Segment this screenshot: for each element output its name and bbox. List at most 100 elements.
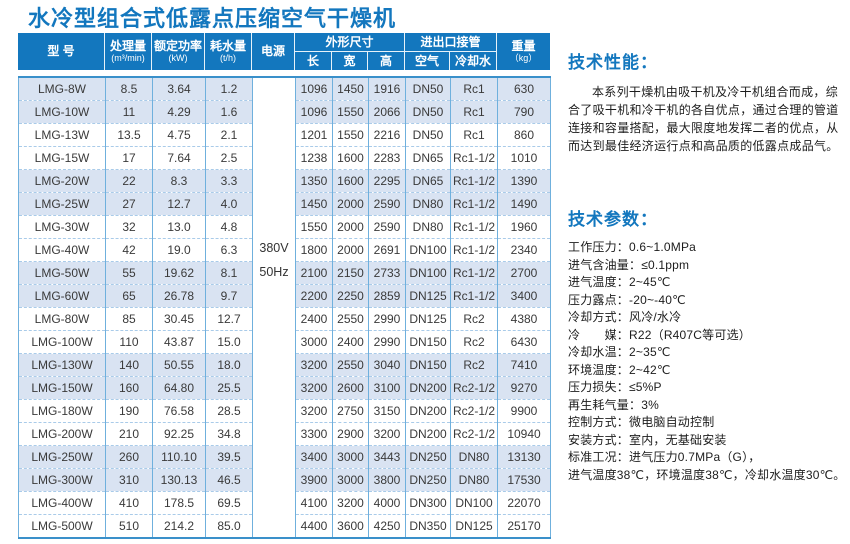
spec-table: 型 号 处理量 (m³/min) 额定功率 (kW) 耗水量 (t/h) 电源 …	[18, 33, 551, 539]
model-cell: LMG-500W	[18, 514, 106, 539]
value-cell: 3000	[295, 330, 333, 354]
header-length-label: 长	[306, 53, 319, 68]
header-dimensions-group: 外形尺寸	[295, 33, 405, 52]
model-cell: LMG-400W	[18, 491, 106, 515]
value-cell: DN125	[405, 284, 451, 308]
value-cell: 10940	[497, 422, 551, 446]
value-cell: Rc1	[450, 123, 498, 147]
value-cell: 1960	[497, 215, 551, 239]
value-cell: 17530	[497, 468, 551, 492]
value-cell: 1096	[295, 100, 333, 124]
parameter-line: 进气温度：2~45℃	[568, 275, 671, 289]
value-cell: DN250	[405, 468, 451, 492]
header-air-connection-label: 空气	[414, 53, 439, 68]
header-rated-power-unit: (kW)	[168, 52, 188, 63]
value-cell: 1550	[332, 123, 369, 147]
value-cell: Rc1-1/2	[450, 192, 498, 216]
value-cell: 7.64	[152, 146, 206, 170]
value-cell: 3000	[332, 445, 369, 469]
value-cell: 1600	[332, 146, 369, 170]
value-cell: 790	[497, 100, 551, 124]
header-power-supply-label: 电源	[260, 44, 285, 58]
value-cell: DN250	[405, 445, 451, 469]
spec-table-body: LMG-8W 8.5 3.64 1.2 380V 50Hz 1096 1450 1916 DN50…	[18, 77, 551, 539]
parameter-line: 环境温度：2~42℃	[568, 362, 671, 377]
value-cell: 46.5	[205, 468, 253, 492]
value-cell: 8.1	[205, 261, 253, 285]
table-row: LMG-300W 310 130.13 46.5 3900 3000 3800 DN250 DN…	[18, 468, 551, 492]
value-cell: 2750	[332, 399, 369, 423]
value-cell: 1490	[497, 192, 551, 216]
value-cell: DN200	[405, 422, 451, 446]
value-cell: 2000	[332, 192, 369, 216]
model-cell: LMG-150W	[18, 376, 106, 400]
value-cell: DN150	[405, 330, 451, 354]
table-row: LMG-50W 55 19.62 8.1 2100 2150 2733 DN100 Rc1-1/…	[18, 261, 551, 285]
header-capacity: 处理量 (m³/min)	[105, 33, 152, 70]
value-cell: DN350	[405, 514, 451, 539]
value-cell: 12.7	[152, 192, 206, 216]
value-cell: DN100	[405, 238, 451, 262]
table-row: LMG-400W 410 178.5 69.5 4100 3200 4000 DN300 DN1…	[18, 491, 551, 515]
model-cell: LMG-30W	[18, 215, 106, 239]
value-cell: Rc1-1/2	[450, 215, 498, 239]
value-cell: 2000	[332, 238, 369, 262]
value-cell: 19.62	[152, 261, 206, 285]
value-cell: 13.0	[152, 215, 206, 239]
header-width: 宽	[332, 52, 368, 70]
parameter-line: 控制方式：微电脑自动控制	[568, 415, 715, 429]
value-cell: 3200	[295, 376, 333, 400]
value-cell: 27	[105, 192, 153, 216]
model-cell: LMG-20W	[18, 169, 106, 193]
header-water-consumption: 耗水量 (t/h)	[205, 33, 252, 70]
parameter-line: 冷却方式：风冷/水冷	[568, 310, 682, 324]
value-cell: 4250	[368, 514, 406, 539]
table-row: LMG-130W 140 50.55 18.0 3200 2550 3040 DN150 Rc2…	[18, 353, 551, 377]
header-cooling-water-connection-label: 冷却水	[454, 53, 491, 68]
value-cell: 13.5	[105, 123, 153, 147]
power-supply-line: 50Hz	[259, 265, 289, 279]
value-cell: 4000	[368, 491, 406, 515]
value-cell: 3150	[368, 399, 406, 423]
value-cell: 22070	[497, 491, 551, 515]
value-cell: DN80	[405, 192, 451, 216]
value-cell: 260	[105, 445, 153, 469]
parameter-line: 再生耗气量：3%	[568, 397, 659, 412]
value-cell: 4100	[295, 491, 333, 515]
value-cell: 2.1	[205, 123, 253, 147]
power-supply-line: 380V	[259, 241, 289, 255]
value-cell: 3040	[368, 353, 406, 377]
value-cell: 17	[105, 146, 153, 170]
value-cell: 85	[105, 307, 153, 331]
value-cell: 2200	[295, 284, 333, 308]
value-cell: 25.5	[205, 376, 253, 400]
value-cell: 3200	[332, 491, 369, 515]
value-cell: 860	[497, 123, 551, 147]
value-cell: Rc1-1/2	[450, 261, 498, 285]
value-cell: 140	[105, 353, 153, 377]
value-cell: DN300	[405, 491, 451, 515]
table-row: LMG-40W 42 19.0 6.3 1800 2000 2691 DN100 Rc1-1/2…	[18, 238, 551, 262]
value-cell: DN125	[405, 307, 451, 331]
value-cell: 630	[497, 77, 551, 101]
value-cell: 1201	[295, 123, 333, 147]
value-cell: 1800	[295, 238, 333, 262]
value-cell: 2600	[332, 376, 369, 400]
value-cell: Rc1-1/2	[450, 146, 498, 170]
value-cell: 2216	[368, 123, 406, 147]
value-cell: 55	[105, 261, 153, 285]
header-power-supply: 电源	[252, 33, 295, 70]
model-cell: LMG-40W	[18, 238, 106, 262]
parameter-line: 压力露点：-20~-40℃	[568, 292, 686, 307]
spec-table-body-table: LMG-8W 8.5 3.64 1.2 380V 50Hz 1096 1450 1916 DN50…	[18, 76, 551, 539]
header-water-consumption-unit: (t/h)	[219, 52, 236, 63]
value-cell: 160	[105, 376, 153, 400]
value-cell: 9.7	[205, 284, 253, 308]
model-cell: LMG-100W	[18, 330, 106, 354]
parameter-line: 冷却水温：2~35℃	[568, 345, 671, 359]
page-title: 水冷型组合式低露点压缩空气干燥机	[28, 6, 397, 31]
value-cell: 76.58	[152, 399, 206, 423]
parameter-line: 进气含油量：≤0.1ppm	[568, 257, 690, 272]
value-cell: 32	[105, 215, 153, 239]
value-cell: DN100	[450, 491, 498, 515]
